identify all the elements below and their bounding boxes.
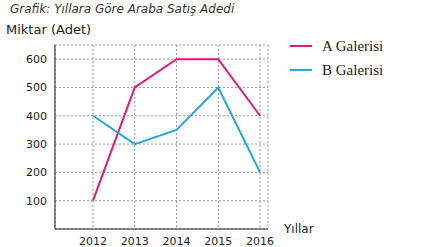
svg-text:600: 600 bbox=[26, 53, 47, 66]
html-text:A Galerisi: A Galerisi bbox=[322, 37, 384, 54]
html-text:B Galerisi: B Galerisi bbox=[322, 61, 384, 78]
svg-text:2013: 2013 bbox=[121, 235, 149, 247]
svg-text:2012: 2012 bbox=[79, 235, 107, 247]
svg-text:300: 300 bbox=[26, 138, 47, 151]
html-text:Grafik: Yıllara Göre Araba Sat: Grafik: Yıllara Göre Araba Satış Adedi bbox=[10, 2, 235, 16]
svg-text:2014: 2014 bbox=[163, 235, 191, 247]
svg-text:100: 100 bbox=[26, 195, 47, 208]
svg-text:2015: 2015 bbox=[204, 235, 232, 247]
svg-text:500: 500 bbox=[26, 81, 47, 94]
svg-text:2016: 2016 bbox=[246, 235, 274, 247]
svg-text:400: 400 bbox=[26, 110, 47, 123]
html-text:Yıllar: Yıllar bbox=[284, 222, 314, 236]
html-text:Miktar (Adet): Miktar (Adet) bbox=[6, 22, 92, 37]
svg-text:200: 200 bbox=[26, 166, 47, 179]
